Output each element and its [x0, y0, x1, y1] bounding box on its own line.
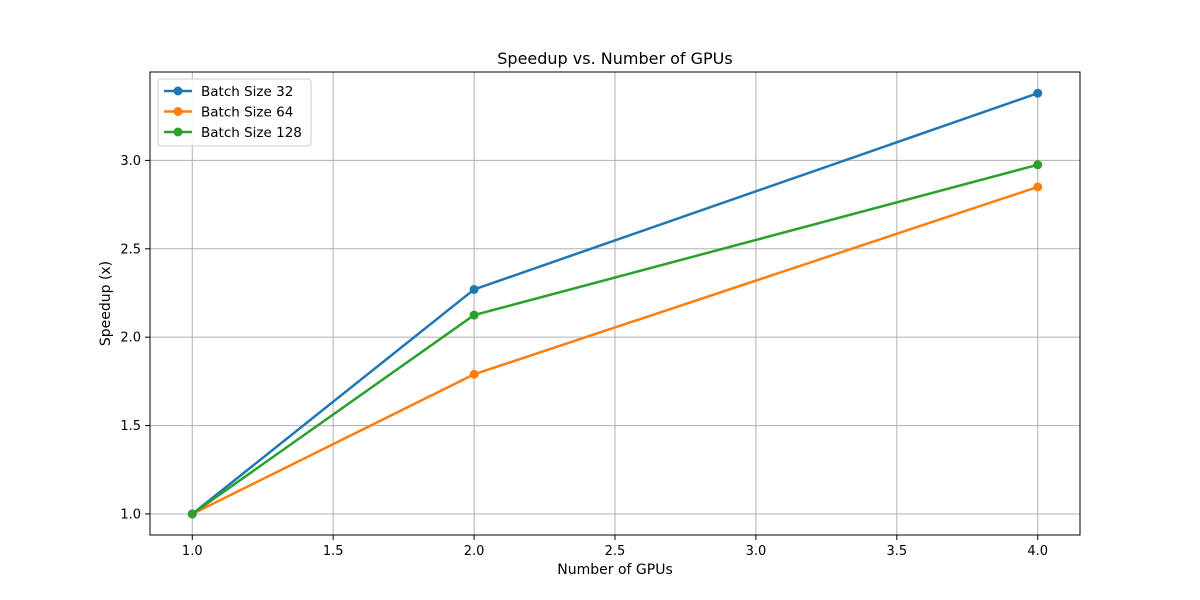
- x-tick-label: 1.5: [323, 544, 344, 559]
- legend: Batch Size 32 Batch Size 64 Batch Size 128: [157, 78, 312, 147]
- y-tick-label: 1.0: [120, 507, 141, 522]
- legend-item: Batch Size 32: [164, 84, 293, 100]
- legend-marker: [173, 86, 183, 96]
- x-tick-label: 2.0: [464, 544, 485, 559]
- x-tick-label: 4.0: [1027, 544, 1048, 559]
- y-tick-label: 2.5: [120, 242, 141, 257]
- y-axis-label: Speedup (x): [98, 261, 114, 346]
- x-tick-label: 2.5: [605, 544, 626, 559]
- x-tick-label: 1.0: [182, 544, 203, 559]
- y-tick-label: 3.0: [120, 154, 141, 169]
- data-point: [469, 284, 479, 294]
- data-point: [187, 509, 197, 519]
- legend-label: Batch Size 128: [201, 125, 302, 141]
- chart-title: Speedup vs. Number of GPUs: [497, 49, 732, 68]
- data-point: [1033, 160, 1043, 170]
- legend-box: [157, 78, 312, 147]
- data-point: [1033, 182, 1043, 192]
- ticks: 1.0 1.5 2.0 2.5 3.0 3.5 4.0 1.0 1.5 2.0 2.5 3.0: [120, 154, 1048, 559]
- x-tick-label: 3.5: [886, 544, 907, 559]
- legend-item: Batch Size 64: [164, 105, 293, 121]
- x-axis-label: Number of GPUs: [557, 562, 672, 578]
- legend-item: Batch Size 128: [164, 125, 302, 141]
- data-point: [1033, 88, 1043, 98]
- legend-marker: [173, 107, 183, 116]
- legend-marker: [173, 127, 183, 137]
- legend-label: Batch Size 64: [201, 105, 293, 121]
- series-layer: [187, 88, 1043, 519]
- x-tick-label: 3.0: [746, 544, 767, 559]
- legend-label: Batch Size 32: [201, 84, 293, 100]
- series-3: [187, 160, 1043, 519]
- data-point: [469, 369, 479, 379]
- y-tick-label: 2.0: [120, 331, 141, 346]
- y-tick-label: 1.5: [120, 419, 141, 434]
- data-point: [469, 310, 479, 320]
